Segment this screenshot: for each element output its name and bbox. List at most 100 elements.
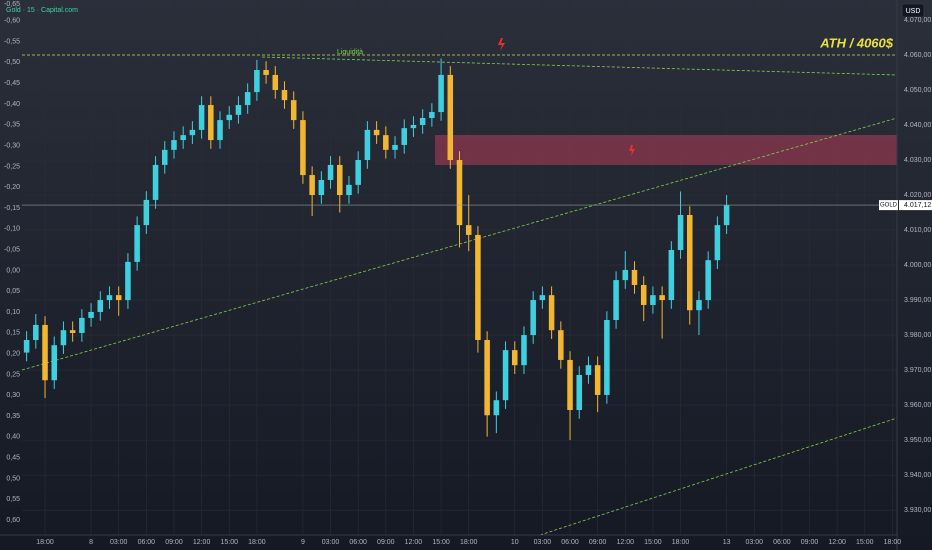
y2-tick-label: -0,10 xyxy=(4,226,20,233)
y-tick-label: 3.930,00 xyxy=(904,507,931,514)
candle-body xyxy=(456,160,463,226)
x-tick-label: 18:00 xyxy=(248,539,266,546)
candle-body xyxy=(484,339,490,416)
x-tick-label: 06:00 xyxy=(138,539,156,546)
x-tick-label: 8 xyxy=(89,539,93,546)
candle-body xyxy=(502,350,509,401)
y2-tick-label: 0,55 xyxy=(6,496,20,503)
resistance-line xyxy=(261,56,898,76)
candle-body xyxy=(622,269,629,281)
candle-body xyxy=(327,164,334,180)
candle-body xyxy=(162,149,168,165)
y2-tick-label: -0,40 xyxy=(4,101,20,108)
last-price-box xyxy=(899,200,932,211)
y2-tick-label: 0,60 xyxy=(6,517,20,524)
y2-tick-label: 0,00 xyxy=(6,267,20,274)
candle-body xyxy=(134,225,140,262)
candle-body xyxy=(659,295,665,301)
candle-body xyxy=(585,365,592,375)
candle-body xyxy=(318,179,325,196)
y2-tick-label: -0,05 xyxy=(4,246,20,253)
candle-body xyxy=(217,120,223,141)
y-tick-label: 4.070,00 xyxy=(904,17,931,24)
candle-body xyxy=(696,300,702,311)
candle-body xyxy=(198,105,205,130)
lightning-icon xyxy=(629,145,635,156)
y-tick-label: 3.950,00 xyxy=(904,437,931,444)
y-tick-label: 4.020,00 xyxy=(904,192,931,199)
last-price-label: 4.017,12 xyxy=(904,202,931,209)
candle-body xyxy=(106,295,113,301)
candle-body xyxy=(640,285,647,305)
candle-body xyxy=(281,89,288,101)
candle-body xyxy=(631,269,638,286)
candle-body xyxy=(723,205,730,226)
y2-tick-label: 0,45 xyxy=(6,454,20,461)
symbol-tag: GOLD xyxy=(880,203,898,209)
channel-line xyxy=(539,417,898,536)
candle-body xyxy=(364,129,371,161)
x-tick-label: 12:00 xyxy=(405,539,423,546)
x-tick-label: 03:00 xyxy=(322,539,340,546)
x-tick-label: 06:00 xyxy=(349,539,367,546)
candle-body xyxy=(355,160,361,185)
candle-body xyxy=(208,105,214,141)
candle-body xyxy=(438,74,444,113)
y-tick-label: 4.000,00 xyxy=(904,262,931,269)
y2-tick-label: -0,55 xyxy=(4,38,20,45)
candle-body xyxy=(576,374,582,411)
candle-body xyxy=(346,184,352,196)
y2-tick-label: -0,45 xyxy=(4,80,20,87)
y2-tick-label: 0,25 xyxy=(6,371,20,378)
y-tick-label: 4.010,00 xyxy=(904,227,931,234)
candle-body xyxy=(290,100,297,121)
candle-body xyxy=(465,225,472,235)
currency-label[interactable]: USD xyxy=(906,8,921,15)
candle-body xyxy=(373,129,380,136)
y-tick-label: 4.060,00 xyxy=(904,52,931,59)
y2-tick-label: 0,15 xyxy=(6,330,20,337)
y2-tick-label: 0,05 xyxy=(6,288,20,295)
candle-body xyxy=(677,214,684,250)
candle-body xyxy=(475,234,481,340)
annotation: ATH / 4060$ xyxy=(819,35,894,50)
candle-body xyxy=(97,300,104,312)
candle-body xyxy=(521,335,527,366)
candle-body xyxy=(604,320,610,395)
y-tick-label: 3.940,00 xyxy=(904,472,931,479)
candle-body xyxy=(337,164,343,196)
x-tick-label: 18:00 xyxy=(672,539,690,546)
candle-body xyxy=(558,330,564,360)
y2-tick-label: -0,25 xyxy=(4,163,20,170)
x-tick-label: 18:00 xyxy=(460,539,478,546)
candle-body xyxy=(42,324,48,381)
candle-body xyxy=(650,295,656,305)
y-tick-label: 4.040,00 xyxy=(904,122,931,129)
candle-body xyxy=(714,225,721,261)
x-tick-label: 09:00 xyxy=(377,539,395,546)
candle-body xyxy=(594,365,601,395)
x-tick-label: 15:00 xyxy=(856,539,874,546)
y2-tick-label: -0,30 xyxy=(4,142,20,149)
candle-body xyxy=(51,345,57,381)
x-tick-label: 12:00 xyxy=(193,539,211,546)
candle-body xyxy=(401,128,407,145)
x-tick-label: 06:00 xyxy=(773,539,791,546)
candle-body xyxy=(493,400,500,416)
candle-body xyxy=(539,295,546,301)
candle-body xyxy=(152,164,159,200)
candle-body xyxy=(548,295,555,331)
y2-tick-label: -0,50 xyxy=(4,59,20,66)
x-tick-label: 10 xyxy=(511,539,519,546)
x-tick-label: 09:00 xyxy=(165,539,183,546)
candle-body xyxy=(392,144,398,150)
candle-body xyxy=(254,70,260,93)
x-tick-label: 18:00 xyxy=(884,539,902,546)
x-tick-label: 13 xyxy=(723,539,731,546)
candle-body xyxy=(226,114,232,121)
y2-tick-label: -0,60 xyxy=(4,18,20,25)
candle-body xyxy=(447,74,454,161)
currency-box xyxy=(901,3,925,18)
candle-body xyxy=(33,324,39,340)
candle-body xyxy=(687,214,693,311)
